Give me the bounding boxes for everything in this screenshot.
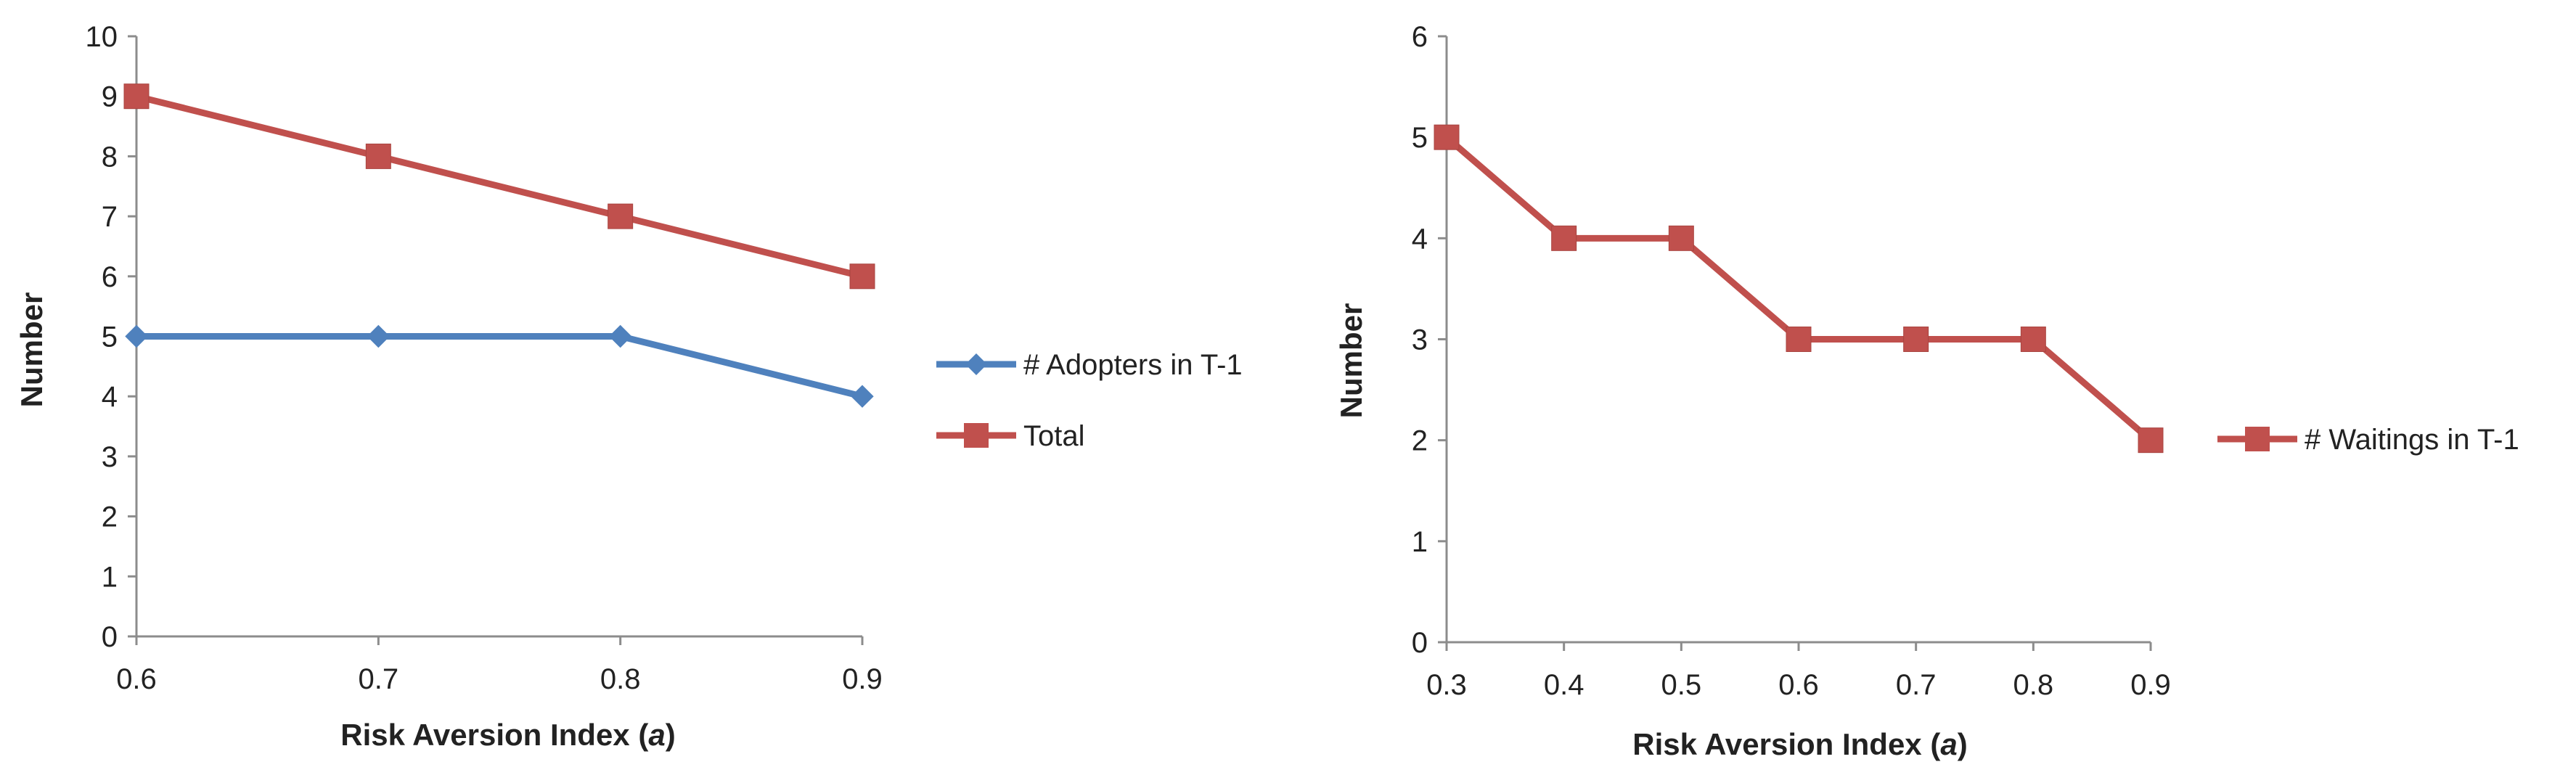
left-chart: 0 1 2 3 4 5 6 7 8 9 10 0.6 0.7 0.8 0.9 Number Risk Ave… [15,21,1243,752]
left-chart-x-axis-title: Risk Aversion Index (a) [340,718,675,752]
left-chart-legend: # Adopters in T-1 Total [936,349,1243,452]
right-chart-y-tick-label: 4 [1412,223,1428,255]
left-chart-y-tick-label: 3 [102,441,118,473]
left-chart-x-tick-label: 0.8 [600,663,641,695]
right-chart-point-marker [1551,225,1577,251]
right-chart-y-tick-label: 1 [1412,526,1428,558]
left-chart-point-marker [125,324,148,348]
right-chart-x-tick-label: 0.5 [1661,669,1702,701]
left-chart-series-line-1 [133,93,866,280]
left-chart-x-tick-label: 0.9 [842,663,883,695]
right-chart-x-tick-label: 0.6 [1778,669,1819,701]
left-chart-legend-marker-1 [964,423,989,448]
left-chart-legend-label-0: # Adopters in T-1 [1023,349,1243,381]
right-chart-legend: # Waitings in T-1 [2217,424,2519,456]
right-chart-point-marker [2138,427,2164,454]
right-chart-series [1434,124,2164,454]
right-chart-y-tick-label: 0 [1412,627,1428,659]
left-chart-y-tick-label: 2 [102,501,118,533]
right-chart-point-marker [2020,327,2046,352]
right-chart-y-tick-label: 5 [1412,122,1428,154]
right-chart-point-marker [1668,225,1694,251]
left-chart-point-marker [367,324,391,348]
left-chart-y-tick-label: 6 [102,261,118,293]
right-chart-x-tick-label: 0.9 [2130,669,2171,701]
right-chart-y-tick-label: 3 [1412,324,1428,356]
left-chart-point-marker [608,324,632,348]
right-chart: 0 1 2 3 4 5 6 0.3 0.4 0.5 0.6 0.7 0.8 0.9 Number Risk… [1334,21,2519,761]
left-chart-point-marker [851,385,874,408]
right-chart-x-axis-title: Risk Aversion Index (a) [1632,727,1967,761]
right-chart-x-axis-title-text: Risk Aversion Index [1632,727,1922,761]
right-chart-point-marker [1786,327,1812,352]
left-chart-y-tick-label: 9 [102,81,118,113]
right-chart-legend-marker-0 [2245,427,2270,451]
left-chart-point-marker [365,143,391,169]
left-chart-y-tick-label: 5 [102,321,118,353]
right-chart-x-tick-label: 0.3 [1426,669,1467,701]
right-chart-y-tick-label: 6 [1412,21,1428,53]
left-chart-x-tick-label: 0.6 [116,663,157,695]
left-chart-y-tick-label: 0 [102,621,118,653]
left-chart-y-tick-label: 1 [102,561,118,593]
right-chart-y-tick-label: 2 [1412,425,1428,457]
left-chart-point-marker [123,83,150,110]
left-chart-y-tick-label: 10 [86,21,118,53]
left-chart-series-line-0 [133,333,866,400]
left-chart-axes: 0 1 2 3 4 5 6 7 8 9 10 0.6 0.7 0.8 0.9 [86,21,883,695]
right-chart-y-axis-title: Number [1334,303,1368,419]
left-chart-y-tick-label: 4 [102,381,118,413]
left-chart-x-axis-symbol: a [648,718,665,752]
right-chart-x-tick-label: 0.8 [2013,669,2054,701]
right-chart-x-tick-label: 0.4 [1544,669,1585,701]
right-chart-x-tick-label: 0.7 [1896,669,1937,701]
right-chart-legend-label-0: # Waitings in T-1 [2305,424,2519,456]
left-chart-x-axis-title-text: Risk Aversion Index [340,718,630,752]
left-chart-series [123,83,875,408]
right-chart-point-marker [1903,327,1929,352]
left-chart-legend-marker-0 [965,353,987,375]
left-chart-point-marker [849,263,875,290]
left-chart-y-tick-label: 7 [102,201,118,233]
right-chart-point-marker [1434,124,1460,150]
right-chart-x-axis-symbol: a [1940,727,1957,761]
left-chart-x-tick-label: 0.7 [359,663,399,695]
left-chart-legend-label-1: Total [1023,420,1085,452]
left-chart-y-tick-label: 8 [102,141,118,173]
left-chart-y-axis-title: Number [15,292,49,408]
left-chart-point-marker [608,203,634,229]
